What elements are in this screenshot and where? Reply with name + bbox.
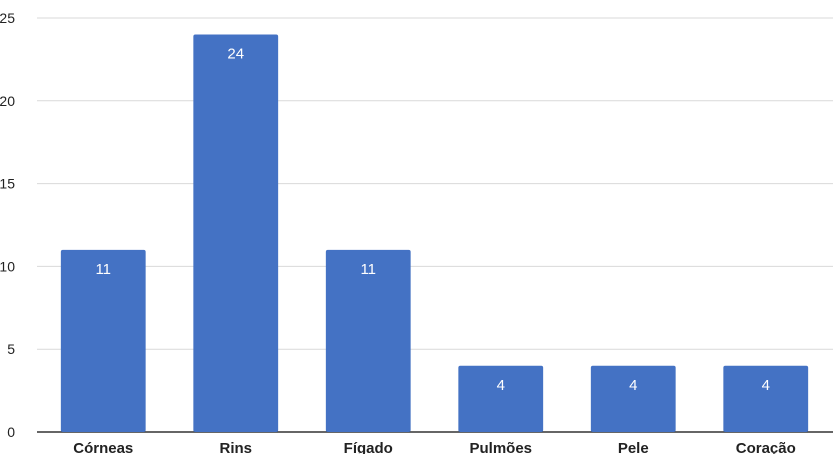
x-tick-label: Pulmões: [469, 440, 532, 454]
y-tick-label: 0: [7, 424, 15, 440]
y-tick-label: 25: [0, 10, 15, 26]
bar: [325, 249, 411, 432]
bar-value-label: 24: [227, 46, 244, 63]
x-tick-label: Fígado: [344, 440, 393, 454]
bar: [458, 365, 544, 432]
x-tick-label: Pele: [618, 440, 649, 454]
bar-value-label: 4: [762, 377, 770, 394]
y-tick-label: 5: [7, 341, 15, 357]
bar: [723, 365, 809, 432]
bar-value-label: 11: [360, 261, 376, 278]
bar-value-label: 4: [497, 377, 505, 394]
bar-value-labels: 11 24 11 4 4 4: [95, 46, 769, 394]
bars: [60, 34, 809, 433]
y-tick-label: 20: [0, 93, 15, 109]
x-tick-label: Córneas: [73, 440, 133, 454]
y-tick-label: 15: [0, 176, 15, 192]
x-tick-label: Coração: [736, 440, 796, 454]
x-axis-tick-labels: Córneas Rins Fígado Pulmões Pele Coração: [73, 440, 796, 454]
bar-value-label: 11: [95, 261, 111, 278]
bar: [193, 34, 279, 433]
y-tick-label: 10: [0, 258, 15, 274]
y-axis-tick-labels: 0 5 10 15 20 25: [0, 10, 15, 440]
bar-value-label: 4: [629, 377, 637, 394]
bar: [60, 249, 146, 432]
x-tick-label: Rins: [219, 440, 252, 454]
bar: [590, 365, 676, 432]
grid-lines: [37, 17, 833, 433]
